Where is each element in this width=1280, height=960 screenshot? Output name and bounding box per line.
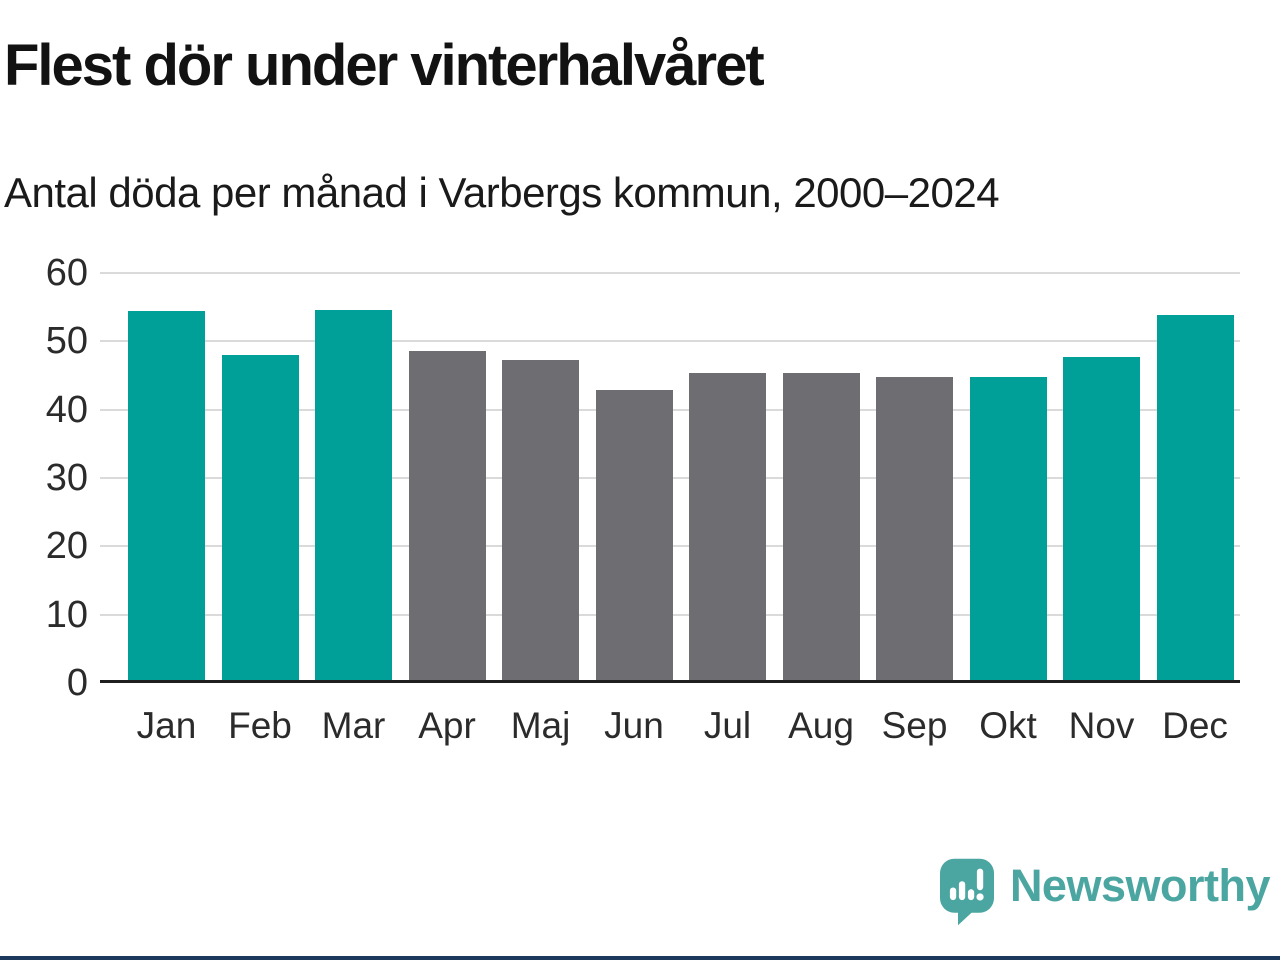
x-tick-okt: Okt: [979, 705, 1037, 746]
x-tick-sep: Sep: [881, 705, 948, 746]
x-tick-jun: Jun: [604, 705, 664, 746]
bar-apr: [408, 350, 486, 680]
x-tick-maj: Maj: [510, 705, 571, 746]
x-tick-dec: Dec: [1162, 705, 1228, 746]
chart-subtitle: Antal döda per månad i Varbergs kommun, …: [4, 169, 1000, 216]
x-tick-jan: Jan: [136, 705, 197, 746]
gridline-50: [100, 340, 1240, 343]
bar-maj: [502, 360, 579, 680]
bar-nov: [1063, 357, 1140, 680]
y-axis-tick-labels: 0 10 20 30 40 50 60: [0, 254, 88, 702]
y-tick-20: 20: [45, 525, 88, 568]
bottom-accent-rule: [0, 956, 1280, 960]
x-tick-apr: Apr: [418, 705, 476, 746]
brand-name: Newsworthy: [1009, 860, 1271, 911]
gridline-60: [100, 272, 1240, 274]
y-tick-0: 0: [66, 662, 88, 704]
y-tick-10: 10: [45, 593, 88, 636]
bar-jan: [128, 311, 205, 680]
y-tick-60: 60: [45, 252, 88, 294]
x-tick-aug: Aug: [788, 705, 854, 746]
bar-mar: [315, 309, 392, 680]
chart-title: Flest dör under vinterhalvåret: [4, 33, 765, 98]
bar-dec: [1156, 315, 1234, 680]
bar-chart: 0 10 20 30 40 50 60 Jan Feb Mar Apr Maj Jun Jul Aug Se…: [0, 254, 1240, 752]
bar-sep: [876, 376, 953, 680]
bar-jul: [689, 372, 766, 680]
x-tick-jul: Jul: [703, 705, 752, 746]
y-tick-40: 40: [45, 388, 88, 431]
bar-feb: [221, 355, 299, 680]
speech-bubble-bar-chart-icon: [939, 858, 994, 926]
bar-aug: [782, 372, 860, 680]
x-tick-feb: Feb: [228, 705, 292, 746]
bar-okt: [969, 376, 1047, 680]
y-tick-30: 30: [45, 457, 88, 499]
y-tick-50: 50: [45, 320, 88, 363]
newsworthy-logo: Newsworthy: [939, 858, 1271, 926]
bar-jun: [595, 390, 673, 680]
x-tick-mar: Mar: [321, 705, 386, 746]
x-axis-tick-labels: Jan Feb Mar Apr Maj Jun Jul Aug Sep Okt Nov Dec: [100, 702, 1240, 752]
plot-area: [100, 272, 1240, 683]
x-tick-nov: Nov: [1068, 705, 1135, 746]
